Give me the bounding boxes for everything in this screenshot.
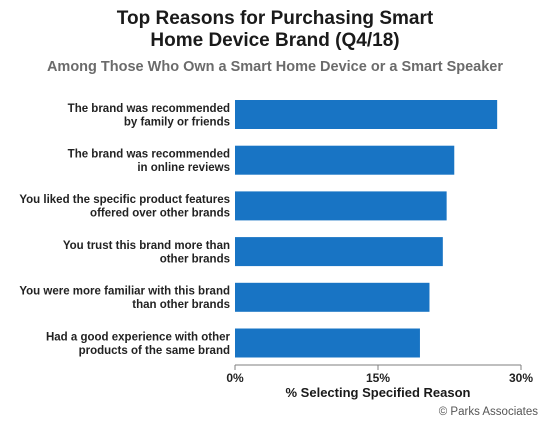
- bar-5: [235, 282, 430, 312]
- category-label-6: Had a good experience with other products…: [46, 331, 231, 357]
- category-label-6-line-2: products of the same brand: [79, 345, 230, 357]
- category-label-4-line-1: You trust this brand more than: [63, 240, 230, 252]
- chart-subtitle: Among Those Who Own a Smart Home Device …: [46, 59, 504, 75]
- category-label-6-line-1: Had a good experience with other: [46, 331, 231, 343]
- category-label-4-line-2: other brands: [160, 253, 230, 265]
- x-axis: 0% 15% 30%: [226, 364, 533, 385]
- bar-3: [235, 191, 447, 221]
- bar-6: [235, 328, 420, 358]
- x-tick-label-1: 0%: [226, 371, 244, 385]
- category-label-3-line-1: You liked the specific product features: [19, 194, 230, 206]
- category-label-3-line-2: offered over other brands: [90, 208, 230, 220]
- bars-group: [235, 100, 498, 358]
- category-label-5: You were more familiar with this brand th…: [19, 286, 230, 312]
- category-label-1: The brand was recommended by family or fr…: [68, 103, 230, 129]
- bar-1: [235, 100, 498, 129]
- source-credit: © Parks Associates: [438, 406, 538, 418]
- category-label-5-line-1: You were more familiar with this brand: [19, 286, 230, 298]
- category-label-5-line-2: than other brands: [132, 299, 230, 311]
- category-labels-group: The brand was recommended by family or fr…: [19, 103, 230, 357]
- chart-title-line-2: Home Device Brand (Q4/18): [150, 30, 400, 51]
- category-label-4: You trust this brand more than other bran…: [63, 240, 230, 266]
- x-axis-title: % Selecting Specified Reason: [285, 385, 471, 400]
- chart-title: Top Reasons for Purchasing Smart Home De…: [0, 8, 550, 52]
- chart-title-line-1: Top Reasons for Purchasing Smart: [116, 8, 434, 29]
- category-label-3: You liked the specific product features o…: [19, 194, 230, 220]
- bar-2: [235, 145, 455, 175]
- category-label-2-line-2: in online reviews: [137, 162, 230, 174]
- bar-4: [235, 237, 443, 267]
- category-label-2-line-1: The brand was recommended: [68, 148, 230, 160]
- x-tick-label-2: 15%: [366, 371, 390, 385]
- category-label-1-line-1: The brand was recommended: [68, 103, 230, 115]
- category-label-1-line-2: by family or friends: [124, 116, 230, 128]
- x-tick-label-3: 30%: [509, 371, 533, 385]
- category-label-2: The brand was recommended in online revie…: [68, 148, 230, 174]
